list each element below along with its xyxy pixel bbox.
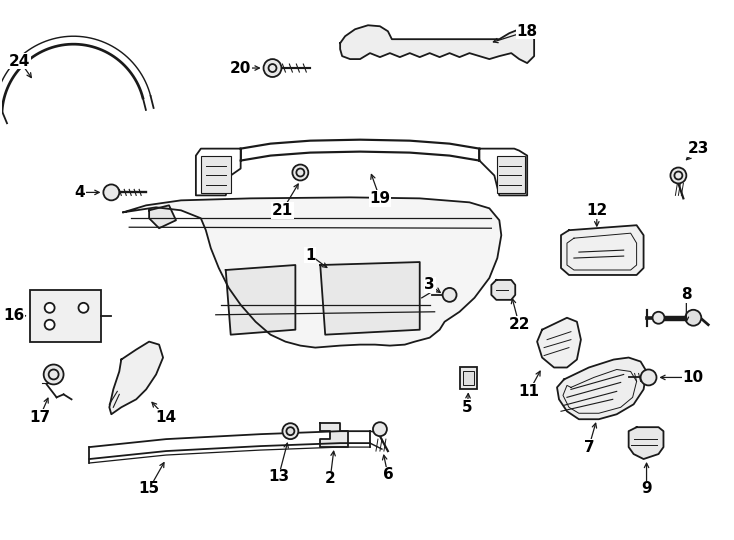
Bar [459, 368, 477, 389]
Circle shape [670, 167, 686, 184]
Circle shape [283, 423, 298, 439]
Polygon shape [320, 262, 420, 335]
Text: 18: 18 [517, 24, 538, 39]
Bar [201, 156, 230, 193]
Text: 3: 3 [424, 278, 435, 293]
Text: 6: 6 [382, 468, 393, 482]
Text: 8: 8 [681, 287, 691, 302]
Circle shape [373, 422, 387, 436]
Text: 22: 22 [509, 317, 530, 332]
Polygon shape [557, 357, 647, 419]
Polygon shape [628, 427, 664, 459]
Bar [462, 372, 474, 386]
Polygon shape [491, 280, 515, 300]
Text: 12: 12 [586, 203, 608, 218]
Polygon shape [109, 342, 163, 414]
Circle shape [292, 165, 308, 180]
Text: 17: 17 [29, 410, 50, 425]
Circle shape [286, 427, 294, 435]
Polygon shape [226, 265, 295, 335]
Text: 7: 7 [584, 440, 594, 455]
Circle shape [686, 310, 701, 326]
Text: 9: 9 [642, 481, 652, 496]
Polygon shape [537, 318, 581, 368]
Text: 24: 24 [9, 53, 31, 69]
Text: 4: 4 [74, 185, 85, 200]
Text: 5: 5 [462, 400, 473, 415]
Text: 14: 14 [156, 410, 177, 425]
Text: 10: 10 [683, 370, 704, 385]
Circle shape [45, 303, 54, 313]
Text: 21: 21 [272, 203, 293, 218]
Text: 23: 23 [688, 141, 709, 156]
Bar [30, 290, 101, 342]
Text: 13: 13 [268, 469, 289, 484]
Polygon shape [340, 25, 534, 63]
Polygon shape [123, 198, 501, 348]
Polygon shape [320, 423, 348, 447]
Circle shape [641, 369, 656, 386]
Polygon shape [149, 205, 176, 228]
Text: 20: 20 [230, 60, 251, 76]
Circle shape [43, 364, 64, 384]
Text: 19: 19 [369, 191, 390, 206]
Text: 15: 15 [139, 481, 160, 496]
Circle shape [48, 369, 59, 380]
Circle shape [653, 312, 664, 323]
Text: 1: 1 [305, 247, 316, 262]
Circle shape [45, 320, 54, 330]
Text: 16: 16 [3, 308, 24, 323]
Circle shape [264, 59, 281, 77]
Polygon shape [561, 225, 644, 275]
Circle shape [443, 288, 457, 302]
Circle shape [103, 185, 120, 200]
Bar [498, 156, 526, 193]
Text: 11: 11 [519, 384, 539, 399]
Text: 2: 2 [325, 471, 335, 487]
Circle shape [79, 303, 88, 313]
